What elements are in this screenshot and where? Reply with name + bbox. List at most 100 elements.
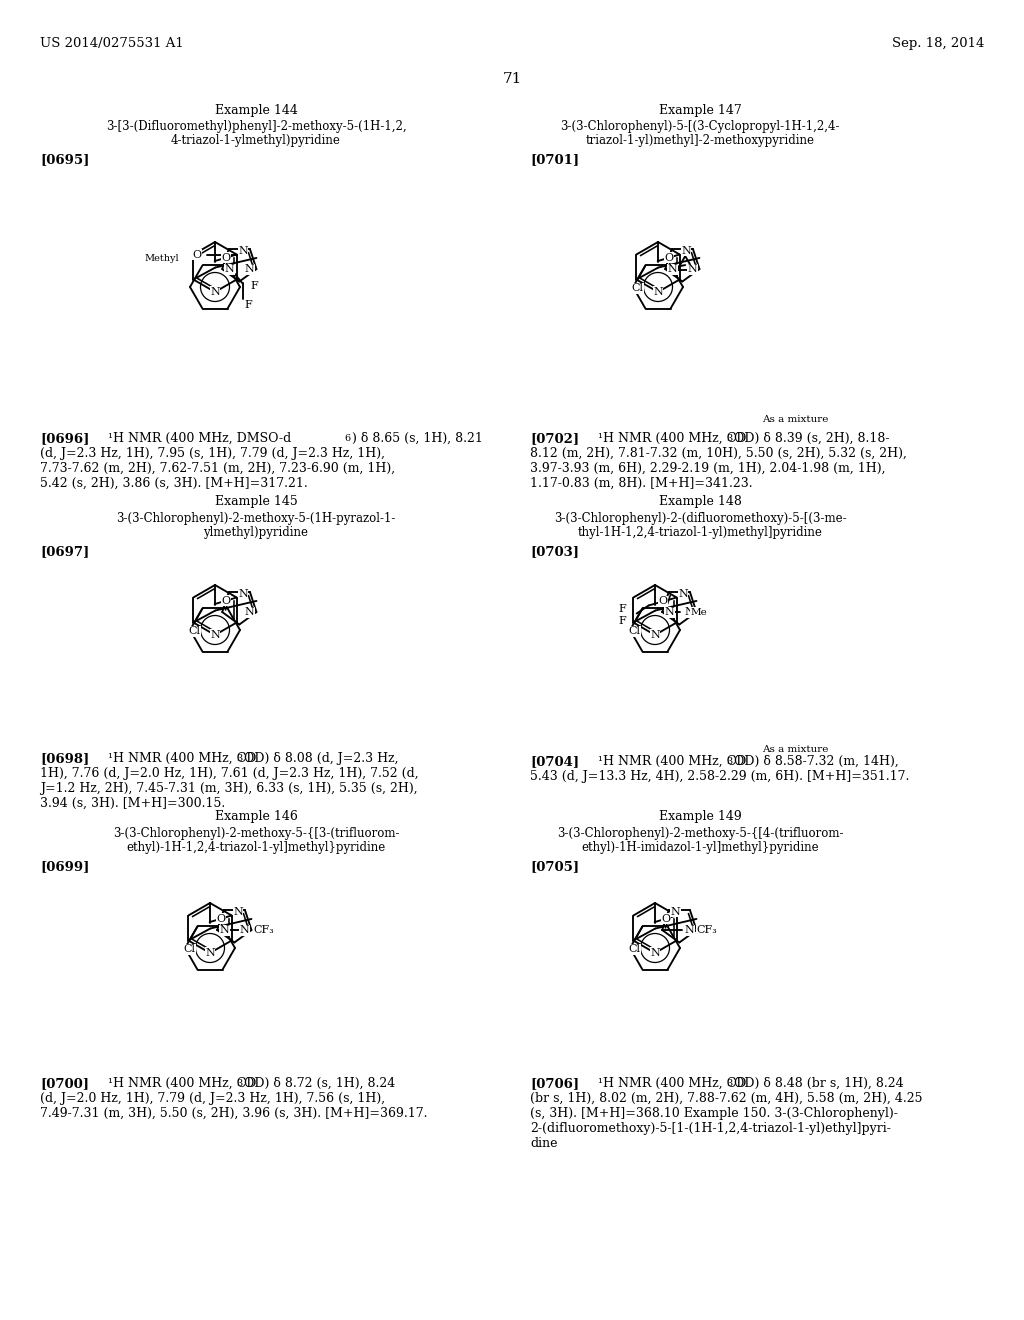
Text: [0698]: [0698] <box>40 752 89 766</box>
Text: F: F <box>245 301 252 310</box>
Text: Cl: Cl <box>188 627 201 636</box>
Text: 8.12 (m, 2H), 7.81-7.32 (m, 10H), 5.50 (s, 2H), 5.32 (s, 2H),: 8.12 (m, 2H), 7.81-7.32 (m, 10H), 5.50 (… <box>530 447 907 459</box>
Text: (d, J=2.0 Hz, 1H), 7.79 (d, J=2.3 Hz, 1H), 7.56 (s, 1H),: (d, J=2.0 Hz, 1H), 7.79 (d, J=2.3 Hz, 1H… <box>40 1092 385 1105</box>
Text: N: N <box>239 589 248 599</box>
Text: F: F <box>618 605 627 615</box>
Text: Example 148: Example 148 <box>658 495 741 508</box>
Text: OD) δ 8.08 (d, J=2.3 Hz,: OD) δ 8.08 (d, J=2.3 Hz, <box>244 752 398 766</box>
Text: N: N <box>671 907 681 917</box>
Text: N: N <box>650 948 659 958</box>
Text: O: O <box>665 253 673 263</box>
Text: [0695]: [0695] <box>40 153 89 166</box>
Text: N: N <box>239 246 248 256</box>
Text: ¹H NMR (400 MHz, CD: ¹H NMR (400 MHz, CD <box>108 1077 256 1090</box>
Text: N: N <box>210 630 220 640</box>
Text: N: N <box>650 630 659 640</box>
Text: Cl: Cl <box>183 944 196 954</box>
Text: ¹H NMR (400 MHz, CD: ¹H NMR (400 MHz, CD <box>598 1077 746 1090</box>
Text: 7.73-7.62 (m, 2H), 7.62-7.51 (m, 2H), 7.23-6.90 (m, 1H),: 7.73-7.62 (m, 2H), 7.62-7.51 (m, 2H), 7.… <box>40 462 395 475</box>
Text: N: N <box>668 264 677 275</box>
Text: F: F <box>251 281 258 292</box>
Text: [0702]: [0702] <box>530 432 580 445</box>
Text: ethyl)-1H-1,2,4-triazol-1-yl]methyl}pyridine: ethyl)-1H-1,2,4-triazol-1-yl]methyl}pyri… <box>126 841 386 854</box>
Text: O: O <box>221 595 230 606</box>
Text: N: N <box>245 607 255 616</box>
Text: ¹H NMR (400 MHz, CD: ¹H NMR (400 MHz, CD <box>108 752 256 766</box>
Text: 6: 6 <box>344 434 350 444</box>
Text: N: N <box>210 286 220 297</box>
Text: 3-[3-(Difluoromethyl)phenyl]-2-methoxy-5-(1H-1,2,: 3-[3-(Difluoromethyl)phenyl]-2-methoxy-5… <box>105 120 407 133</box>
Text: N: N <box>233 907 243 917</box>
Text: [0704]: [0704] <box>530 755 580 768</box>
Text: 7.49-7.31 (m, 3H), 5.50 (s, 2H), 3.96 (s, 3H). [M+H]=369.17.: 7.49-7.31 (m, 3H), 5.50 (s, 2H), 3.96 (s… <box>40 1107 427 1119</box>
Text: 3: 3 <box>236 1078 243 1088</box>
Text: Methyl: Methyl <box>144 253 178 263</box>
Text: CF₃: CF₃ <box>253 925 274 935</box>
Text: 3: 3 <box>726 434 732 444</box>
Text: (br s, 1H), 8.02 (m, 2H), 7.88-7.62 (m, 4H), 5.58 (m, 2H), 4.25: (br s, 1H), 8.02 (m, 2H), 7.88-7.62 (m, … <box>530 1092 923 1105</box>
Text: ) δ 8.65 (s, 1H), 8.21: ) δ 8.65 (s, 1H), 8.21 <box>352 432 483 445</box>
Text: 3-(3-Chlorophenyl)-2-(difluoromethoxy)-5-[(3-me-: 3-(3-Chlorophenyl)-2-(difluoromethoxy)-5… <box>554 512 846 525</box>
Text: OD) δ 8.39 (s, 2H), 8.18-: OD) δ 8.39 (s, 2H), 8.18- <box>734 432 890 445</box>
Text: O: O <box>658 597 668 606</box>
Text: O: O <box>193 249 202 260</box>
Text: N: N <box>688 264 697 275</box>
Text: 1.17-0.83 (m, 8H). [M+H]=341.23.: 1.17-0.83 (m, 8H). [M+H]=341.23. <box>530 477 753 490</box>
Text: (d, J=2.3 Hz, 1H), 7.95 (s, 1H), 7.79 (d, J=2.3 Hz, 1H),: (d, J=2.3 Hz, 1H), 7.95 (s, 1H), 7.79 (d… <box>40 447 385 459</box>
Text: [0701]: [0701] <box>530 153 580 166</box>
Text: 71: 71 <box>503 73 521 86</box>
Text: [0696]: [0696] <box>40 432 89 445</box>
Text: F: F <box>618 616 627 627</box>
Text: US 2014/0275531 A1: US 2014/0275531 A1 <box>40 37 183 50</box>
Text: O: O <box>221 253 230 263</box>
Text: J=1.2 Hz, 2H), 7.45-7.31 (m, 3H), 6.33 (s, 1H), 5.35 (s, 2H),: J=1.2 Hz, 2H), 7.45-7.31 (m, 3H), 6.33 (… <box>40 781 418 795</box>
Text: As a mixture: As a mixture <box>762 744 828 754</box>
Text: 3: 3 <box>236 754 243 763</box>
Text: 3-(3-Chlorophenyl)-2-methoxy-5-{[4-(trifluorom-: 3-(3-Chlorophenyl)-2-methoxy-5-{[4-(trif… <box>557 828 843 840</box>
Text: 1H), 7.76 (d, J=2.0 Hz, 1H), 7.61 (d, J=2.3 Hz, 1H), 7.52 (d,: 1H), 7.76 (d, J=2.0 Hz, 1H), 7.61 (d, J=… <box>40 767 419 780</box>
Text: N: N <box>245 264 255 275</box>
Text: Cl: Cl <box>629 944 640 954</box>
Text: triazol-1-yl)methyl]-2-methoxypyridine: triazol-1-yl)methyl]-2-methoxypyridine <box>586 135 814 147</box>
Text: Example 144: Example 144 <box>215 104 297 117</box>
Text: Cl: Cl <box>629 627 640 636</box>
Text: CF₃: CF₃ <box>696 925 717 935</box>
Text: [0706]: [0706] <box>530 1077 580 1090</box>
Text: ylmethyl)pyridine: ylmethyl)pyridine <box>204 525 308 539</box>
Text: Me: Me <box>690 607 707 616</box>
Text: [0705]: [0705] <box>530 861 580 873</box>
Text: 3-(3-Chlorophenyl)-5-[(3-Cyclopropyl-1H-1,2,4-: 3-(3-Chlorophenyl)-5-[(3-Cyclopropyl-1H-… <box>560 120 840 133</box>
Text: O: O <box>662 913 671 924</box>
Text: dine: dine <box>530 1137 557 1150</box>
Text: N: N <box>685 925 694 935</box>
Text: N: N <box>224 264 233 275</box>
Text: [0703]: [0703] <box>530 545 579 558</box>
Text: 3.94 (s, 3H). [M+H]=300.15.: 3.94 (s, 3H). [M+H]=300.15. <box>40 797 225 810</box>
Text: ¹H NMR (400 MHz, CD: ¹H NMR (400 MHz, CD <box>598 755 746 768</box>
Text: 3.97-3.93 (m, 6H), 2.29-2.19 (m, 1H), 2.04-1.98 (m, 1H),: 3.97-3.93 (m, 6H), 2.29-2.19 (m, 1H), 2.… <box>530 462 886 475</box>
Text: Example 146: Example 146 <box>215 810 297 822</box>
Text: N: N <box>685 607 694 616</box>
Text: O: O <box>216 913 225 924</box>
Text: ¹H NMR (400 MHz, DMSO-d: ¹H NMR (400 MHz, DMSO-d <box>108 432 291 445</box>
Text: Example 147: Example 147 <box>658 104 741 117</box>
Text: 3-(3-Chlorophenyl)-2-methoxy-5-{[3-(trifluorom-: 3-(3-Chlorophenyl)-2-methoxy-5-{[3-(trif… <box>113 828 399 840</box>
Text: ethyl)-1H-imidazol-1-yl]methyl}pyridine: ethyl)-1H-imidazol-1-yl]methyl}pyridine <box>582 841 819 854</box>
Text: 4-triazol-1-ylmethyl)pyridine: 4-triazol-1-ylmethyl)pyridine <box>171 135 341 147</box>
Text: OD) δ 8.58-7.32 (m, 14H),: OD) δ 8.58-7.32 (m, 14H), <box>734 755 899 768</box>
Text: thyl-1H-1,2,4-triazol-1-yl)methyl]pyridine: thyl-1H-1,2,4-triazol-1-yl)methyl]pyridi… <box>578 525 822 539</box>
Text: Example 145: Example 145 <box>215 495 297 508</box>
Text: 3: 3 <box>726 756 732 766</box>
Text: N: N <box>205 948 215 958</box>
Text: OD) δ 8.48 (br s, 1H), 8.24: OD) δ 8.48 (br s, 1H), 8.24 <box>734 1077 903 1090</box>
Text: 5.43 (d, J=13.3 Hz, 4H), 2.58-2.29 (m, 6H). [M+H]=351.17.: 5.43 (d, J=13.3 Hz, 4H), 2.58-2.29 (m, 6… <box>530 770 909 783</box>
Text: N: N <box>678 589 688 599</box>
Text: (s, 3H). [M+H]=368.10 Example 150. 3-(3-Chlorophenyl)-: (s, 3H). [M+H]=368.10 Example 150. 3-(3-… <box>530 1107 898 1119</box>
Text: Sep. 18, 2014: Sep. 18, 2014 <box>892 37 984 50</box>
Text: N: N <box>219 925 229 935</box>
Text: [0700]: [0700] <box>40 1077 89 1090</box>
Text: 2-(difluoromethoxy)-5-[1-(1H-1,2,4-triazol-1-yl)ethyl]pyri-: 2-(difluoromethoxy)-5-[1-(1H-1,2,4-triaz… <box>530 1122 891 1135</box>
Text: As a mixture: As a mixture <box>762 414 828 424</box>
Text: N: N <box>653 286 663 297</box>
Text: N: N <box>681 246 691 256</box>
